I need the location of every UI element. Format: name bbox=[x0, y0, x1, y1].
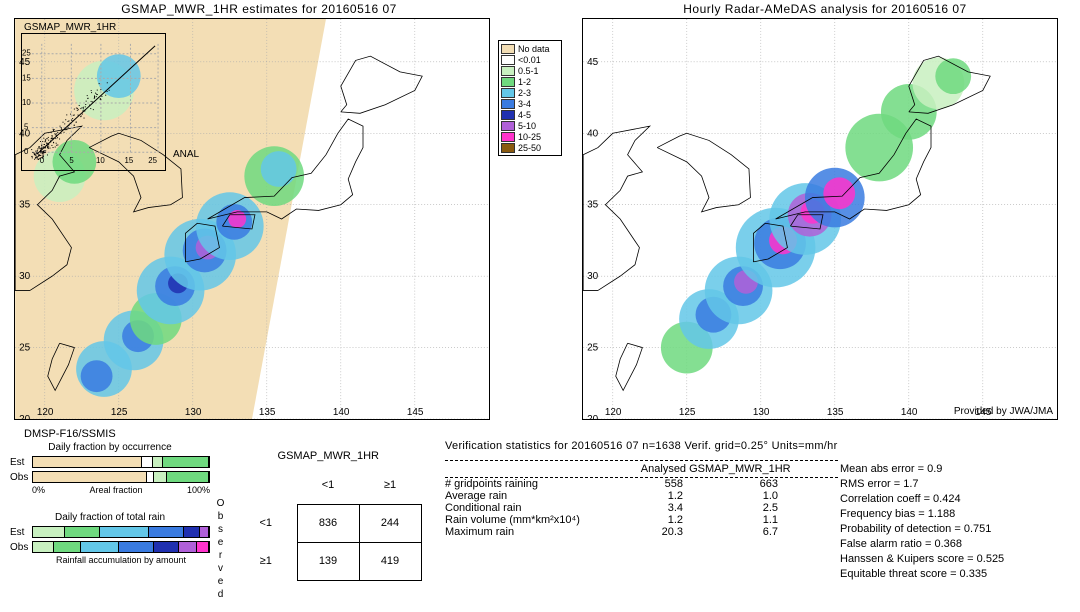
svg-text:0: 0 bbox=[40, 156, 45, 165]
stats-row: Maximum rain20.36.7 bbox=[445, 526, 838, 538]
scatter-inset: GSMAP_MWR_1HR 05101525 05101525 bbox=[21, 33, 166, 171]
stats-row: Conditional rain3.42.5 bbox=[445, 502, 838, 514]
svg-text:0: 0 bbox=[24, 147, 29, 156]
metric-row: Frequency bias = 1.188 bbox=[840, 507, 1004, 522]
svg-text:25: 25 bbox=[19, 343, 31, 354]
legend-row: No data bbox=[501, 43, 559, 54]
svg-text:20: 20 bbox=[19, 414, 31, 419]
metric-row: Probability of detection = 0.751 bbox=[840, 522, 1004, 537]
contingency-title: GSMAP_MWR_1HR bbox=[235, 450, 422, 462]
metric-row: RMS error = 1.7 bbox=[840, 477, 1004, 492]
provided-by: Provided by JWA/JMA bbox=[954, 406, 1053, 417]
legend-row: 0.5-1 bbox=[501, 65, 559, 76]
ct-row-lt: <1 bbox=[235, 504, 297, 542]
svg-text:25: 25 bbox=[148, 156, 157, 165]
ct-col-ge: ≥1 bbox=[359, 466, 421, 504]
ct-col-lt: <1 bbox=[297, 466, 359, 504]
svg-text:140: 140 bbox=[901, 407, 918, 418]
svg-text:25: 25 bbox=[22, 49, 31, 58]
areal-label: Areal fraction bbox=[89, 485, 142, 495]
right-map-canvas: 120125130135140145202530354045 bbox=[583, 19, 1057, 419]
legend-row: 10-25 bbox=[501, 131, 559, 142]
legend-row: 5-10 bbox=[501, 120, 559, 131]
col-product: GSMAP_MWR_1HR bbox=[689, 463, 784, 475]
accum-label: Rainfall accumulation by amount bbox=[56, 555, 186, 565]
fraction-totalrain: Daily fraction of total rain Est Obs Rai… bbox=[10, 512, 210, 565]
svg-text:10: 10 bbox=[96, 156, 105, 165]
svg-text:125: 125 bbox=[679, 407, 696, 418]
pct0: 0% bbox=[32, 485, 45, 495]
svg-text:120: 120 bbox=[37, 407, 54, 418]
svg-text:145: 145 bbox=[407, 407, 424, 418]
metric-row: Mean abs error = 0.9 bbox=[840, 462, 1004, 477]
svg-text:30: 30 bbox=[19, 271, 31, 282]
legend-row: <0.01 bbox=[501, 54, 559, 65]
legend-row: 2-3 bbox=[501, 87, 559, 98]
svg-text:130: 130 bbox=[185, 407, 202, 418]
verification-stats: Verification statistics for 20160516 07 … bbox=[445, 440, 838, 538]
est-label: Est bbox=[10, 457, 32, 468]
svg-text:135: 135 bbox=[827, 407, 844, 418]
svg-text:15: 15 bbox=[22, 73, 31, 82]
legend-row: 4-5 bbox=[501, 109, 559, 120]
inset-title: GSMAP_MWR_1HR bbox=[24, 22, 116, 33]
anal-label: ANAL bbox=[173, 149, 199, 160]
ct-b: 244 bbox=[359, 504, 421, 542]
ct-d: 419 bbox=[359, 542, 421, 580]
svg-text:135: 135 bbox=[259, 407, 276, 418]
stats-header: Verification statistics for 20160516 07 … bbox=[445, 440, 838, 452]
svg-text:20: 20 bbox=[587, 414, 599, 419]
contingency-table: GSMAP_MWR_1HR <1≥1 <1 836 244 ≥1 139 419 bbox=[235, 450, 422, 581]
svg-text:5: 5 bbox=[69, 156, 74, 165]
svg-text:45: 45 bbox=[587, 57, 599, 68]
left-map-title: GSMAP_MWR_1HR estimates for 20160516 07 bbox=[14, 2, 504, 16]
stats-row: Average rain1.21.0 bbox=[445, 490, 838, 502]
stats-row: # gridpoints raining558663 bbox=[445, 478, 838, 490]
svg-text:120: 120 bbox=[605, 407, 622, 418]
stats-row: Rain volume (mm*km²x10⁴)1.21.1 bbox=[445, 514, 838, 526]
metric-row: Correlation coeff = 0.424 bbox=[840, 492, 1004, 507]
svg-text:25: 25 bbox=[587, 343, 599, 354]
right-map: 120125130135140145202530354045 Provided … bbox=[582, 18, 1058, 420]
fraction-occurrence: Daily fraction by occurrence Est Obs 0% A… bbox=[10, 442, 210, 495]
metric-row: Equitable threat score = 0.335 bbox=[840, 567, 1004, 582]
metrics-list: Mean abs error = 0.9RMS error = 1.7Corre… bbox=[840, 462, 1004, 582]
svg-text:10: 10 bbox=[22, 98, 31, 107]
pct100: 100% bbox=[187, 485, 210, 495]
legend-row: 1-2 bbox=[501, 76, 559, 87]
totalrain-title: Daily fraction of total rain bbox=[10, 512, 210, 523]
ct-row-ge: ≥1 bbox=[235, 542, 297, 580]
svg-text:40: 40 bbox=[587, 128, 599, 139]
legend-row: 25-50 bbox=[501, 142, 559, 153]
svg-text:5: 5 bbox=[24, 123, 29, 132]
color-legend: No data<0.010.5-11-22-33-44-55-1010-2525… bbox=[498, 40, 562, 156]
left-map: 120125130135140145202530354045 GSMAP_MWR… bbox=[14, 18, 490, 420]
right-map-title: Hourly Radar-AMeDAS analysis for 2016051… bbox=[582, 2, 1068, 16]
ct-c: 139 bbox=[297, 542, 359, 580]
svg-text:130: 130 bbox=[753, 407, 770, 418]
svg-text:35: 35 bbox=[19, 200, 31, 211]
svg-text:35: 35 bbox=[587, 200, 599, 211]
ct-a: 836 bbox=[297, 504, 359, 542]
obs-label: Obs bbox=[10, 472, 32, 483]
col-analysed: Analysed bbox=[598, 463, 686, 475]
metric-row: Hanssen & Kuipers score = 0.525 bbox=[840, 552, 1004, 567]
occurrence-title: Daily fraction by occurrence bbox=[10, 442, 210, 453]
legend-row: 3-4 bbox=[501, 98, 559, 109]
svg-text:125: 125 bbox=[111, 407, 128, 418]
sensor-label: DMSP-F16/SSMIS bbox=[24, 428, 116, 440]
svg-text:15: 15 bbox=[125, 156, 134, 165]
metric-row: False alarm ratio = 0.368 bbox=[840, 537, 1004, 552]
observed-label: Observed bbox=[215, 498, 226, 602]
svg-text:140: 140 bbox=[333, 407, 350, 418]
svg-text:30: 30 bbox=[587, 271, 599, 282]
